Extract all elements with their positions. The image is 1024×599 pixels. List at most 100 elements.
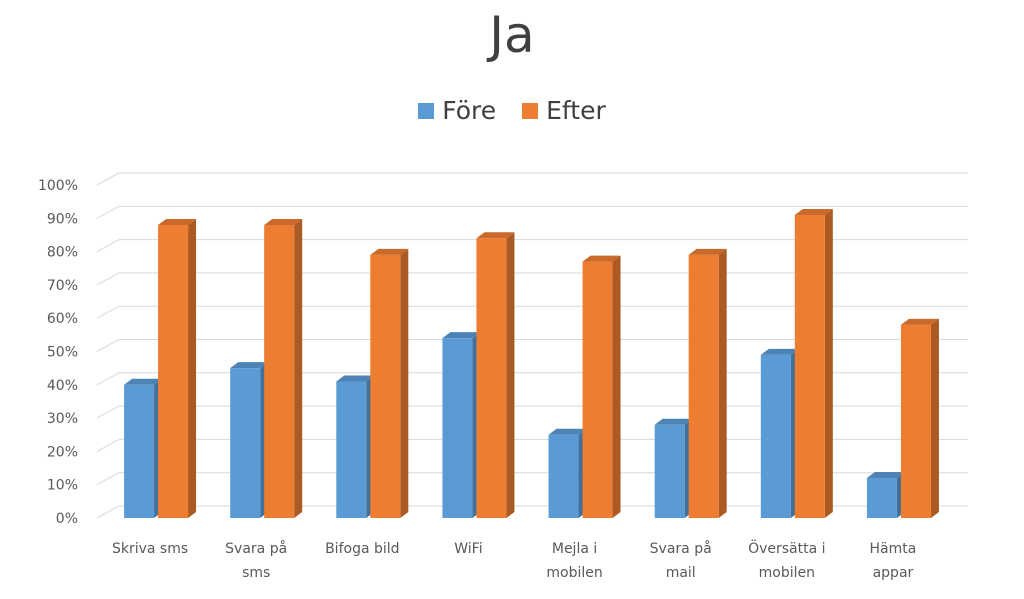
bar-front [476,238,507,518]
y-tick-label: 0% [56,511,78,527]
legend-item-fore: Före [418,96,496,125]
bar-top [442,332,481,339]
legend-item-efter: Efter [522,96,606,125]
gridline-diag [96,372,120,386]
y-tick-label: 80% [47,245,78,261]
x-tick-label: sms [242,565,270,581]
bar-top [582,255,621,262]
x-tick-label: Skriva sms [112,541,188,557]
bar-fore [230,362,269,518]
gridline-diag [96,472,120,486]
bar-front [794,214,825,518]
bar-side [294,218,303,518]
y-tick-label: 90% [47,211,78,227]
bar-front [336,381,367,518]
y-tick-label: 70% [47,278,78,294]
bar-front [442,338,473,518]
bar-front [654,424,685,518]
gridline-diag [96,272,120,286]
y-tick-label: 10% [47,478,78,494]
bar-side [506,232,515,518]
bar-top [688,248,727,255]
x-tick-label: Bifoga bild [325,541,399,557]
bar-top [476,232,515,239]
bar-top [158,218,197,225]
bar-efter [794,208,833,518]
bar-front [370,254,401,518]
x-tick-label: Översätta i [748,539,825,557]
bar-front [230,368,261,518]
chart-title: Ja [489,6,535,64]
bar-front [582,261,613,518]
x-tick-label: WiFi [454,541,482,557]
gridline-diag [96,205,120,219]
gridline-diag [96,305,120,319]
legend: Före Efter [0,96,1024,125]
x-axis-labels: Skriva sms Svara på sms Bifoga bild WiFi Mejl… [112,539,916,581]
bar-side [188,218,197,518]
bar-top [124,378,163,385]
gridline-diag [96,405,120,419]
bar-front [866,478,897,518]
bar-efter [370,248,409,518]
gridline-diag [96,172,120,186]
gridline-diag [96,339,120,352]
y-tick-label: 20% [47,444,78,460]
bar-fore [654,418,693,518]
bar-fore [548,428,587,518]
bar-top [900,318,939,325]
bar-top [760,348,799,355]
bar-top [548,428,587,435]
bar-side [612,255,621,518]
bar-efter [476,232,515,518]
bar-top [264,218,303,225]
bar-top [370,248,409,255]
x-tick-label: Svara på [650,540,712,557]
bar-front [900,324,931,518]
bar-side [400,248,409,518]
bars [124,208,939,518]
y-tick-label: 30% [47,411,78,427]
bar-front [760,354,791,518]
y-tick-label: 50% [47,345,78,361]
bar-side [930,318,939,518]
bar-efter [688,248,727,518]
bar-fore [866,472,905,518]
gridlines [96,172,968,519]
bar-front [124,384,155,518]
bar-fore [336,375,375,518]
legend-swatch-efter [522,102,539,119]
legend-label-fore: Före [442,96,497,125]
bar-top [866,472,905,479]
bar-fore [442,332,481,518]
bar-efter [264,218,303,518]
legend-label-efter: Efter [546,96,606,125]
x-tick-label: Svara på [225,540,287,557]
bar-efter [900,318,939,518]
y-tick-label: 40% [47,378,78,394]
bar-fore [124,378,163,518]
x-tick-label: Hämta [870,541,917,557]
bar-top [230,362,269,369]
bar-front [548,434,579,518]
y-tick-label: 60% [47,311,78,327]
x-tick-label: appar [873,565,914,581]
bar-efter [582,255,621,518]
gridline-diag [96,505,120,519]
bar-fore [760,348,799,518]
bar-front [688,254,719,518]
bar-side [824,208,833,518]
bar-top [794,208,833,215]
bar-top [336,375,375,382]
y-tick-label: 100% [38,178,78,194]
legend-swatch-fore [418,102,435,119]
bar-side [718,248,727,518]
bar-top [654,418,693,425]
x-tick-label: Mejla i [552,541,597,557]
bar-front [264,224,295,518]
bar-front [158,224,189,518]
gridline-diag [96,239,120,253]
bar-efter [158,218,197,518]
x-tick-label: mail [666,565,696,581]
